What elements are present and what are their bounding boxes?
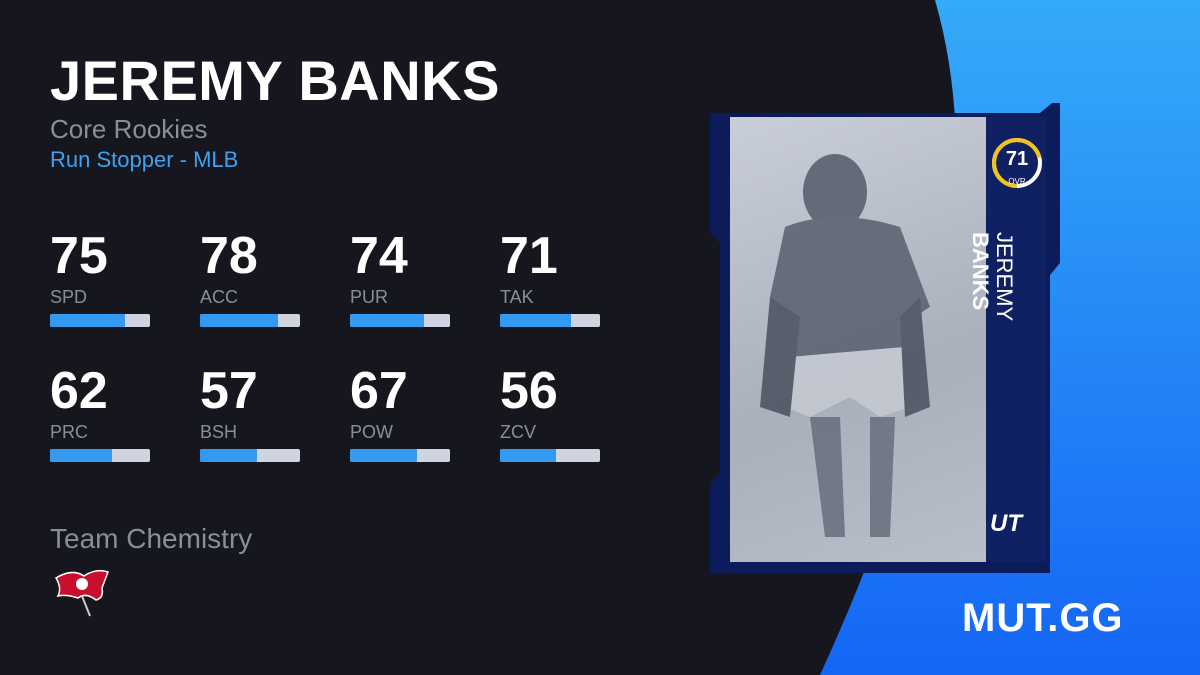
player-photo [730,117,986,562]
stat-bar-fill [200,314,278,327]
stat-label: POW [350,422,393,442]
stat-pow: 67 POW [350,365,450,462]
stat-spd: 75 SPD [50,230,150,327]
stat-value: 62 [50,362,108,420]
player-name: JEREMY BANKS [50,49,500,112]
brand-logo[interactable]: MUT.GG [962,596,1124,640]
stat-label: ZCV [500,422,536,442]
card-first-name: JEREMY [992,232,1017,322]
card-vertical-name: JEREMY BANKS [968,232,1017,322]
stat-label: BSH [200,422,238,442]
player-archetype: Run Stopper - MLB [50,147,239,172]
stat-prc: 62 PRC [50,365,150,462]
stat-bar [500,314,600,327]
stat-acc: 78 ACC [200,230,300,327]
stat-label: TAK [500,287,534,307]
stat-label: SPD [50,287,88,307]
stat-label: PRC [50,422,89,442]
stat-value: 71 [500,227,558,285]
ovr-value: 71 [1005,148,1029,170]
stat-bar [200,314,300,327]
ovr-ring [992,138,1042,188]
stat-value: 74 [350,227,408,285]
stat-bar-fill [50,314,125,327]
stat-value: 67 [350,362,408,420]
stat-label: PUR [350,287,389,307]
stat-bar [350,449,450,462]
stat-bar [350,314,450,327]
stat-bsh: 57 BSH [200,365,300,462]
stat-value: 78 [200,227,258,285]
card-side-strip [986,117,1046,562]
stat-bar [50,314,150,327]
stat-value: 57 [200,362,258,420]
buccaneers-flag-icon[interactable] [52,566,112,618]
stat-bar-fill [50,449,112,462]
team-chemistry-label: Team Chemistry [50,523,253,554]
stat-pur: 74 PUR [350,230,450,327]
stat-bar-fill [200,449,257,462]
stat-label: ACC [200,287,239,307]
stat-bar [200,449,300,462]
stat-value: 75 [50,227,108,285]
stat-value: 56 [500,362,558,420]
stat-bar-fill [500,314,571,327]
stat-tak: 71 TAK [500,230,600,327]
stat-bar [50,449,150,462]
stat-bar-fill [350,314,424,327]
stat-bar [500,449,600,462]
ovr-label: OVR [1008,177,1026,186]
stat-bar-fill [350,449,417,462]
card-program: Core Rookies [50,114,208,144]
card-last-name: BANKS [968,232,993,311]
stat-zcv: 56 ZCV [500,365,600,462]
stat-bar-fill [500,449,556,462]
ut-badge: UT [990,510,1022,537]
